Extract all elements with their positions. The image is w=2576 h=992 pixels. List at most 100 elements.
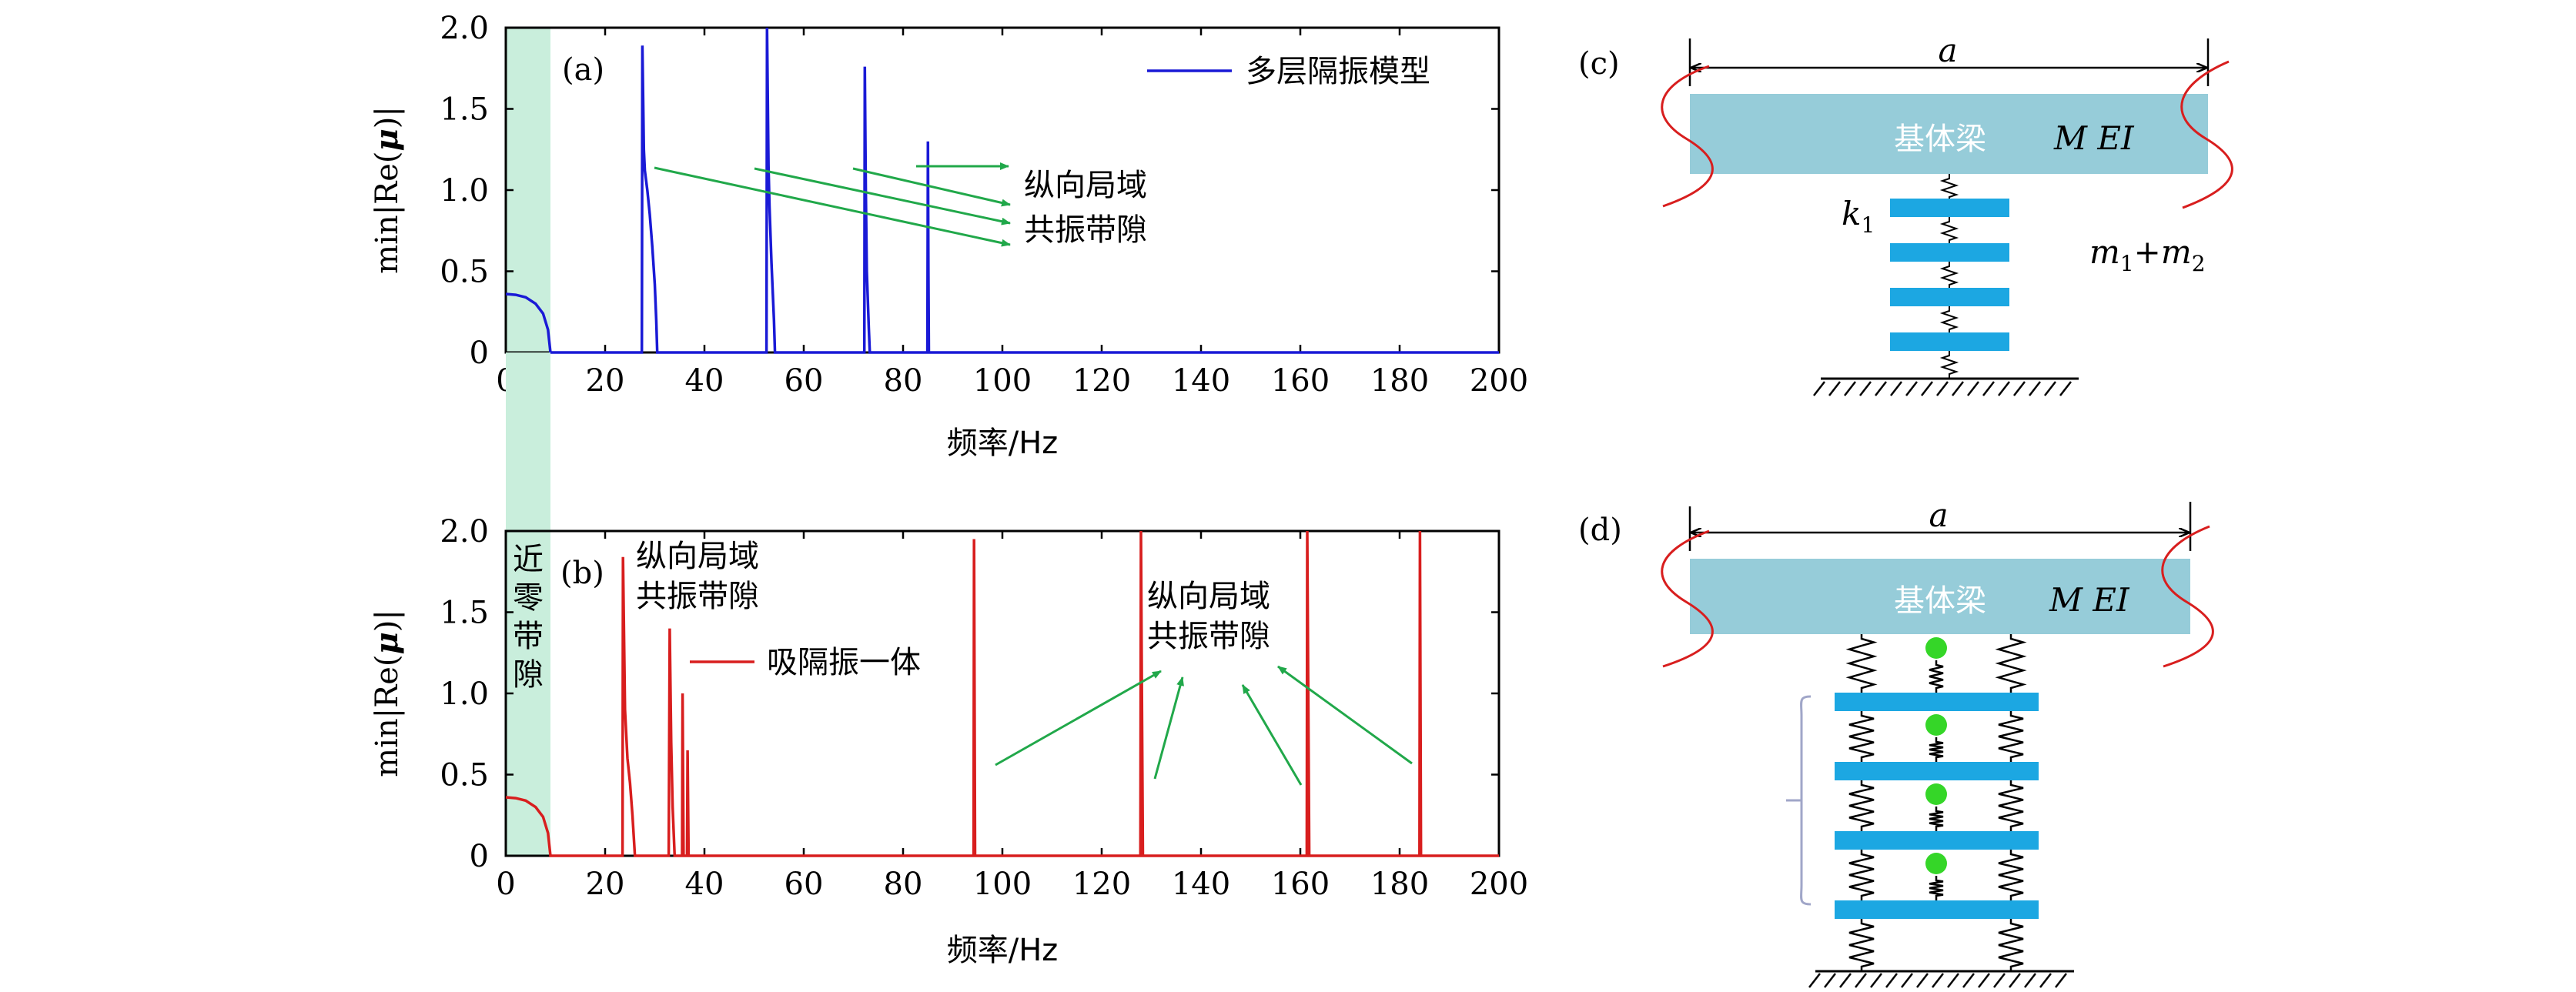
beam-label-d: 基体梁 <box>1894 583 1986 619</box>
mass-c-2 <box>1890 243 2009 262</box>
x-tick-label: 100 <box>973 867 1032 902</box>
absorber-spring <box>1929 660 1944 693</box>
mass-c-1 <box>1890 199 2009 217</box>
chart-panel-a: 02040608010012014016018020000.51.01.52.0… <box>369 11 1528 461</box>
x-tick-label: 100 <box>973 363 1032 399</box>
width-label-c: a <box>1938 32 1957 69</box>
legend-label-b: 吸隔振一体 <box>767 645 921 680</box>
ground-hatch-c <box>1813 381 2072 396</box>
chart-panel-b: 0 20 40 60 80 100 120 140 160 180 200 0 0.5 1.0 1.5 2.0… <box>369 352 1528 968</box>
arrow-a2 <box>654 166 1011 247</box>
x-tick-label: 120 <box>1072 363 1131 399</box>
absorber-mass <box>1925 783 1947 805</box>
spring-c-3 <box>1939 262 1959 289</box>
outer-spring <box>1998 850 2024 900</box>
x-tick-label: 140 <box>1172 363 1230 399</box>
outer-spring <box>1848 711 1875 762</box>
outer-spring <box>1998 780 2024 831</box>
y-tick-label: 2.0 <box>440 514 489 549</box>
band-label-char-2: 零 <box>513 580 544 616</box>
tick-group-b: 0 20 40 60 80 100 120 140 160 180 200 0 0.5 1.0 1.5 2.0 <box>440 514 1528 902</box>
outer-spring <box>1848 780 1875 831</box>
mass-plate-d <box>1835 900 2039 919</box>
absorber-spring <box>1929 876 1944 900</box>
annotation-b2-line1: 纵向局域 <box>1147 579 1270 614</box>
x-tick-label: 140 <box>1172 867 1230 902</box>
group-bracket-d <box>1786 695 1812 906</box>
beam-props-d: M EI <box>2049 581 2130 619</box>
mass-label-c: m1+m2 <box>2089 233 2206 276</box>
mass-plate-d <box>1835 831 2039 850</box>
spring-mass-stack-c <box>1890 174 2009 378</box>
x-tick-label: 40 <box>685 363 724 399</box>
arrow-a4 <box>852 167 1011 207</box>
mass-c-3 <box>1890 288 2009 306</box>
y-tick-label: 1.0 <box>440 173 489 209</box>
x-tick-label: 120 <box>1072 867 1131 902</box>
beam-props-c: M EI <box>2053 119 2135 157</box>
spring-label-c: k1 <box>1842 195 1875 238</box>
outer-spring <box>1998 711 2024 762</box>
outer-spring <box>1998 919 2024 971</box>
wave-right-d <box>2161 525 2214 668</box>
band-label-char-3: 带 <box>513 619 544 654</box>
wave-left-c <box>1661 65 1714 208</box>
y-tick-label: 0 <box>470 336 489 371</box>
near-zero-band-b <box>506 352 550 856</box>
x-tick-label: 60 <box>785 867 824 902</box>
annotation-b1-line2: 共振带隙 <box>636 579 759 614</box>
arrow-b3 <box>1241 684 1303 786</box>
x-tick-label: 20 <box>586 363 625 399</box>
spring-c-5 <box>1939 351 1959 378</box>
beam-c <box>1690 94 2208 174</box>
x-tick-label: 40 <box>685 867 724 902</box>
arrow-b1 <box>995 670 1162 767</box>
x-tick-label: 180 <box>1370 363 1429 399</box>
panel-label-d: (d) <box>1578 513 1622 548</box>
outer-spring <box>1848 850 1875 900</box>
mu-symbol-b: μ <box>369 632 405 654</box>
band-label-char-4: 隙 <box>513 657 544 693</box>
outer-spring <box>1995 634 2027 693</box>
x-tick-label: 200 <box>1470 867 1528 902</box>
x-tick-label: 20 <box>586 867 625 902</box>
annotation-b1-line1: 纵向局域 <box>636 539 759 574</box>
x-tick-label: 80 <box>884 867 923 902</box>
absorber-mass <box>1925 853 1947 874</box>
spring-c-2 <box>1939 217 1959 244</box>
y-axis-label-a: min|Re(μ)| <box>369 106 405 274</box>
x-tick-label: 160 <box>1271 363 1330 399</box>
mass-c-4 <box>1890 332 2009 351</box>
band-label-char-1: 近 <box>513 542 544 577</box>
y-tick-label: 1.0 <box>440 676 489 712</box>
x-axis-label-b: 频率/Hz <box>947 933 1059 968</box>
arrow-b4 <box>1277 665 1413 765</box>
mass-plate-d <box>1835 693 2039 711</box>
series-line-b <box>505 530 1499 857</box>
absorber-mass <box>1925 637 1947 659</box>
absorber-spring <box>1929 737 1944 762</box>
beam-label-c: 基体梁 <box>1894 122 1986 157</box>
x-tick-label: 200 <box>1470 363 1528 399</box>
absorber-mass <box>1925 714 1947 736</box>
y-tick-label: 2.0 <box>440 11 489 46</box>
annotation-a-line1: 纵向局域 <box>1024 168 1147 203</box>
legend-label-a: 多层隔振模型 <box>1246 54 1430 89</box>
y-tick-label: 0.5 <box>440 758 489 793</box>
outer-spring <box>1848 919 1875 971</box>
x-axis-label-a: 频率/Hz <box>947 426 1059 461</box>
spring-mass-stack-d <box>1835 634 2039 971</box>
diagram-d: (d) a 基体梁 M EI <box>1578 496 2214 988</box>
absorber-spring <box>1929 807 1944 831</box>
x-tick-label: 0 <box>496 867 515 902</box>
x-tick-label: 160 <box>1271 867 1330 902</box>
arrow-b2 <box>1153 676 1184 780</box>
wave-left-d <box>1661 529 1714 668</box>
beam-d <box>1690 559 2190 634</box>
diagram-c: (c) a 基体梁 M EI k1 m1+m2 <box>1578 32 2233 396</box>
y-tick-label: 1.5 <box>440 596 489 631</box>
annotation-b2-line2: 共振带隙 <box>1147 619 1270 654</box>
spring-c-4 <box>1939 306 1959 333</box>
